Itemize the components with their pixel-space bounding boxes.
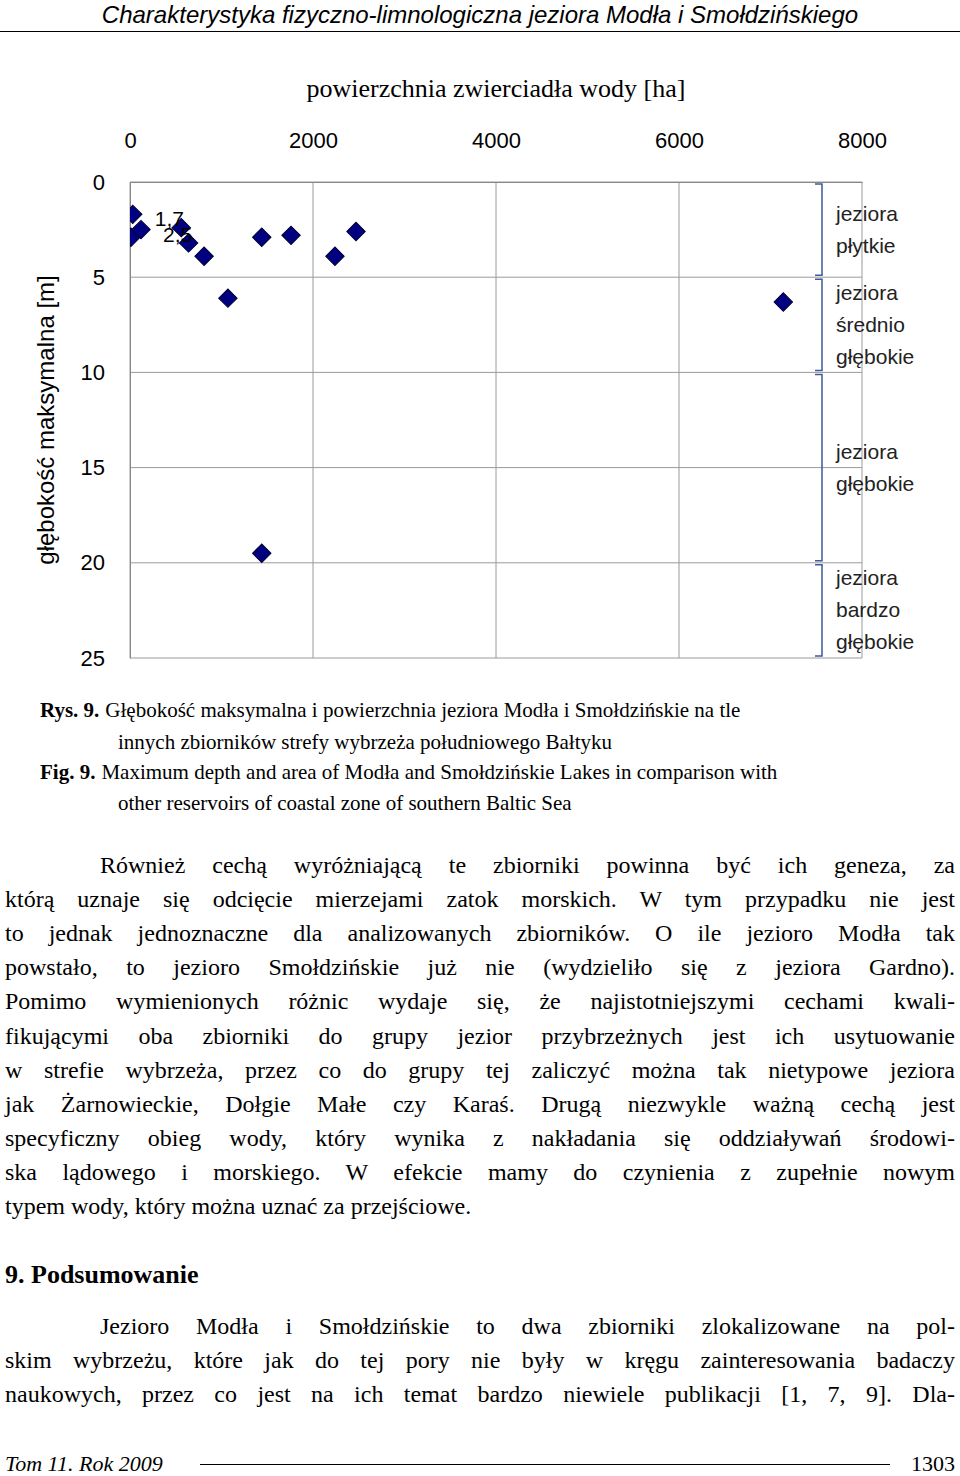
paragraph-line: Pomimo wymienionych różnic wydaje się, ż… (5, 984, 955, 1018)
bracket (815, 374, 822, 560)
y-tick-label: 25 (81, 646, 105, 671)
bracket (815, 279, 822, 370)
x-tick-label: 8000 (838, 128, 887, 153)
y-tick-label: 15 (81, 455, 105, 480)
y-axis: 0 5 10 15 20 25 (81, 170, 131, 671)
caption-text: Głębokość maksymalna i powierzchnia jezi… (105, 698, 740, 722)
caption-line: Rys. 9.Głębokość maksymalna i powierzchn… (40, 695, 740, 725)
class-label: jeziorapłytkie (835, 202, 898, 257)
grid-line-x (679, 182, 680, 658)
point (253, 228, 271, 246)
x-tick: 0 (124, 128, 136, 182)
points (130, 205, 793, 562)
y-tick: 15 (81, 455, 130, 480)
y-axis-line (130, 183, 131, 659)
running-header: Charakterystyka fizyczno-limnologiczna j… (0, 0, 960, 30)
x-axis-title: powierzchnia zwierciadła wody [ha] (307, 74, 686, 103)
data-labels: 1,72,5 (155, 207, 192, 245)
paragraph-line: naukowych, przez co jest na ich temat ba… (5, 1377, 955, 1411)
grid-line-y (130, 562, 862, 563)
paragraph-line: typem wody, który można uznać za przejśc… (5, 1189, 955, 1223)
paragraph-line: specyficzny obieg wody, który wynika z n… (5, 1121, 955, 1155)
y-tick-label: 0 (93, 170, 105, 195)
paragraph-line: jak Żarnowieckie, Dołgie Małe czy Karaś.… (5, 1087, 955, 1121)
x-tick: 2000 (289, 128, 338, 182)
caption-text: innych zbiorników strefy wybrzeża połudn… (118, 730, 612, 754)
point (282, 226, 300, 244)
grid (130, 182, 862, 658)
paragraph-line: w strefie wybrzeża, przez co do grupy te… (5, 1053, 955, 1087)
grid-line-y (130, 182, 862, 183)
caption-line: innych zbiorników strefy wybrzeża połudn… (118, 727, 612, 757)
paragraph-line: którą uznaje się odcięcie mierzejami zat… (5, 882, 955, 916)
y-tick: 0 (93, 170, 130, 195)
point (253, 544, 271, 562)
chart: 0 2000 4000 6000 8000 0 5 10 15 20 25 powierzchnia … (0, 0, 960, 680)
y-axis-title: głębokość maksymalna [m] (32, 275, 59, 564)
caption-text: Maximum depth and area of Modła and Smoł… (101, 760, 777, 784)
x-tick-label: 6000 (655, 128, 704, 153)
point (774, 293, 792, 311)
point (219, 289, 237, 307)
y-tick: 25 (81, 646, 130, 671)
y-tick: 20 (81, 550, 130, 575)
caption-line: other reservoirs of coastal zone of sout… (118, 788, 572, 818)
paragraph-line: fikującymi oba zbiorniki do grupy jezior… (5, 1019, 955, 1053)
point (347, 222, 365, 240)
grid-line-x (496, 182, 497, 658)
header-rule (0, 31, 960, 32)
y-tick-label: 10 (81, 360, 105, 385)
x-tick-label: 2000 (289, 128, 338, 153)
paragraph-line: skim wybrzeżu, które jak do tej pory nie… (5, 1343, 955, 1377)
bracket (815, 184, 822, 275)
paragraph-line: to jednak jednoznaczne dla analizowanych… (5, 916, 955, 950)
depth-classes: jeziorapłytkie jezioraśredniogłębokie jezi… (815, 184, 914, 656)
class-label: jezioragłębokie (835, 440, 914, 495)
paragraph-line: ska lądowego i morskiego. W efekcie mamy… (5, 1155, 955, 1189)
y-tick: 5 (93, 265, 130, 290)
section-heading: 9. Podsumowanie (5, 1258, 199, 1292)
class-label: jezioraśredniogłębokie (835, 281, 914, 368)
y-tick: 10 (81, 360, 130, 385)
caption-label: Fig. 9. (40, 760, 95, 784)
y-tick-label: 20 (81, 550, 105, 575)
caption-label: Rys. 9. (40, 698, 99, 722)
footer-left: Tom 11. Rok 2009 (5, 1452, 163, 1476)
class-label: jeziorabardzogłębokie (835, 566, 914, 653)
grid-line-y (130, 372, 862, 373)
x-axis: 0 2000 4000 6000 8000 (124, 128, 887, 183)
bracket (815, 565, 822, 656)
grid-line-x (130, 182, 131, 658)
footer-right: 1303 (911, 1452, 955, 1476)
grid-line-y (130, 658, 862, 659)
paragraph-line: Również cechą wyróżniającą te zbiorniki … (100, 848, 955, 882)
data-label: 2,5 (163, 223, 192, 246)
y-tick-label: 5 (93, 265, 105, 290)
grid-line-y (130, 277, 862, 278)
x-tick-label: 4000 (472, 128, 521, 153)
x-tick-label: 0 (124, 128, 136, 153)
point (195, 247, 213, 265)
x-tick: 6000 (655, 128, 704, 182)
x-axis-line (131, 182, 863, 183)
grid-line-y (130, 467, 862, 468)
footer-rule (200, 1464, 890, 1465)
caption-line: Fig. 9.Maximum depth and area of Modła a… (40, 757, 777, 787)
paragraph-line: powstało, to jezioro Smołdzińskie już ni… (5, 950, 955, 984)
paragraph-line: Jezioro Modła i Smołdzińskie to dwa zbio… (100, 1309, 955, 1343)
grid-line-x (313, 182, 314, 658)
point (132, 220, 150, 238)
x-tick: 4000 (472, 128, 521, 182)
x-tick: 8000 (838, 128, 887, 182)
caption-text: other reservoirs of coastal zone of sout… (118, 791, 572, 815)
point (326, 247, 344, 265)
